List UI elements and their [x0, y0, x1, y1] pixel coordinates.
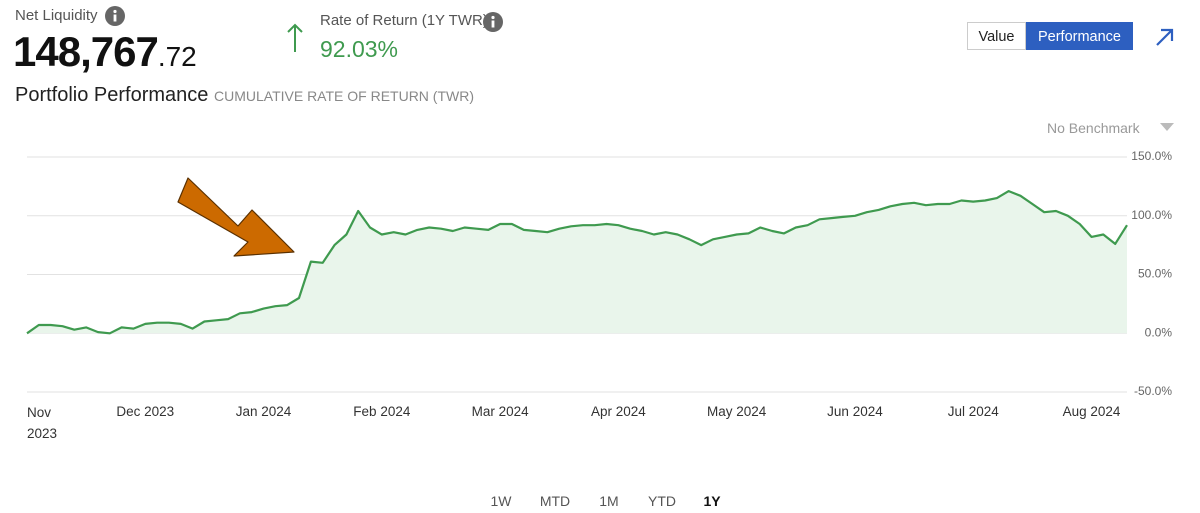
range-button[interactable]: MTD [539, 493, 571, 509]
x-tick-label: Nov 2023 [27, 405, 58, 441]
x-tick-label: May 2024 [707, 404, 767, 419]
y-tick-label: 0.0% [1145, 325, 1173, 339]
dropdown-caret [1160, 123, 1174, 131]
toggle-button[interactable]: Value [967, 22, 1026, 50]
return-label: Rate of Return (1Y TWR) [320, 12, 488, 29]
toggle-button[interactable]: Performance [1026, 22, 1133, 50]
y-tick-label: -50.0% [1134, 384, 1172, 398]
range-button[interactable]: 1W [490, 493, 512, 509]
section-subtitle: CUMULATIVE RATE OF RETURN (TWR) [213, 88, 475, 104]
annotation-arrow [177, 177, 295, 257]
x-tick-label: Apr 2024 [590, 404, 646, 419]
net-liquidity-label: Net Liquidity [15, 7, 98, 24]
y-tick-label: 100.0% [1131, 208, 1172, 222]
area-fill [27, 191, 1127, 334]
y-tick-label: 150.0% [1131, 149, 1172, 163]
range-button[interactable]: YTD [648, 493, 676, 509]
net-liquidity-value: 148,767.72 [13, 28, 197, 76]
range-button[interactable]: 1M [599, 493, 619, 509]
info-icon[interactable] [483, 12, 503, 32]
section-title-text: Portfolio Performance [15, 84, 209, 106]
x-tick-label: Jan 2024 [235, 404, 292, 419]
x-tick-label: Jun 2024 [827, 404, 883, 419]
x-tick-label: Mar 2024 [471, 404, 529, 419]
benchmark-select[interactable]: No Benchmark [1047, 120, 1140, 136]
x-tick-label: Dec 2023 [116, 404, 175, 419]
range-button[interactable]: 1Y [703, 493, 721, 509]
net-liquidity-whole: 148,767 [13, 28, 159, 75]
x-tick-label: Aug 2024 [1062, 404, 1121, 419]
return-value: 92.03% [320, 36, 399, 62]
net-liquidity-cents: .72 [157, 41, 197, 72]
x-tick-label: Feb 2024 [353, 404, 411, 419]
info-icon[interactable] [105, 6, 125, 26]
section-title: Portfolio Performance CUMULATIVE RATE OF… [15, 84, 474, 107]
line [26, 190, 1128, 335]
expand-icon[interactable] [1153, 25, 1177, 49]
y-tick-label: 50.0% [1138, 267, 1172, 281]
up-arrow-icon [287, 23, 303, 52]
x-tick-label: Jul 2024 [947, 404, 999, 419]
